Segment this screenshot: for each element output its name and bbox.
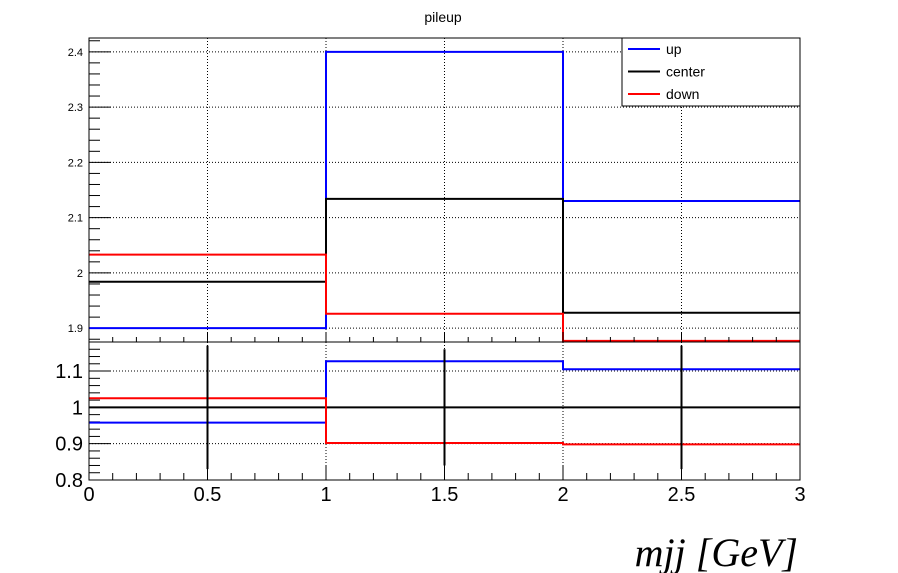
legend-label-up: up xyxy=(666,41,682,57)
x-tick-label: 0 xyxy=(83,484,94,506)
series-line-up xyxy=(89,50,800,330)
x-tick-label: 2 xyxy=(557,484,568,506)
y-tick-label: 0.9 xyxy=(55,434,83,456)
x-tick-label: 1 xyxy=(320,484,331,506)
series-group xyxy=(89,345,800,470)
series-line-down xyxy=(89,253,800,342)
ratio-panel: 0.8 0.9 1 1.1 0 0.5 1 1.5 2 2.5 3 xyxy=(55,332,806,506)
y-tick-label: 2.3 xyxy=(68,102,83,114)
x-tick-label: 0.5 xyxy=(194,484,222,506)
y-tick-label: 2.2 xyxy=(68,157,83,169)
chart-title: pileup xyxy=(424,9,462,25)
y-tick-label: 1 xyxy=(72,397,83,419)
ratio-y-ticks xyxy=(89,341,111,481)
y-tick-label: 2.1 xyxy=(68,213,83,225)
series-group xyxy=(89,50,800,342)
y-tick-label: 2.4 xyxy=(68,47,83,59)
legend-label-down: down xyxy=(666,86,699,102)
series-line-center xyxy=(89,197,800,314)
legend: up center down xyxy=(621,37,801,107)
legend-label-center: center xyxy=(666,64,705,80)
x-tick-label: 1.5 xyxy=(431,484,459,506)
y-tick-label: 2 xyxy=(77,268,83,280)
main-y-ticks xyxy=(89,40,111,340)
x-tick-label: 3 xyxy=(794,484,805,506)
x-axis-ticks xyxy=(88,332,801,480)
y-tick-label: 0.8 xyxy=(55,470,83,492)
x-tick-label: 2.5 xyxy=(668,484,696,506)
y-tick-label: 1.1 xyxy=(55,361,83,383)
y-tick-label: 1.9 xyxy=(68,323,83,335)
x-axis-title: mjj [GeV] xyxy=(635,530,798,573)
